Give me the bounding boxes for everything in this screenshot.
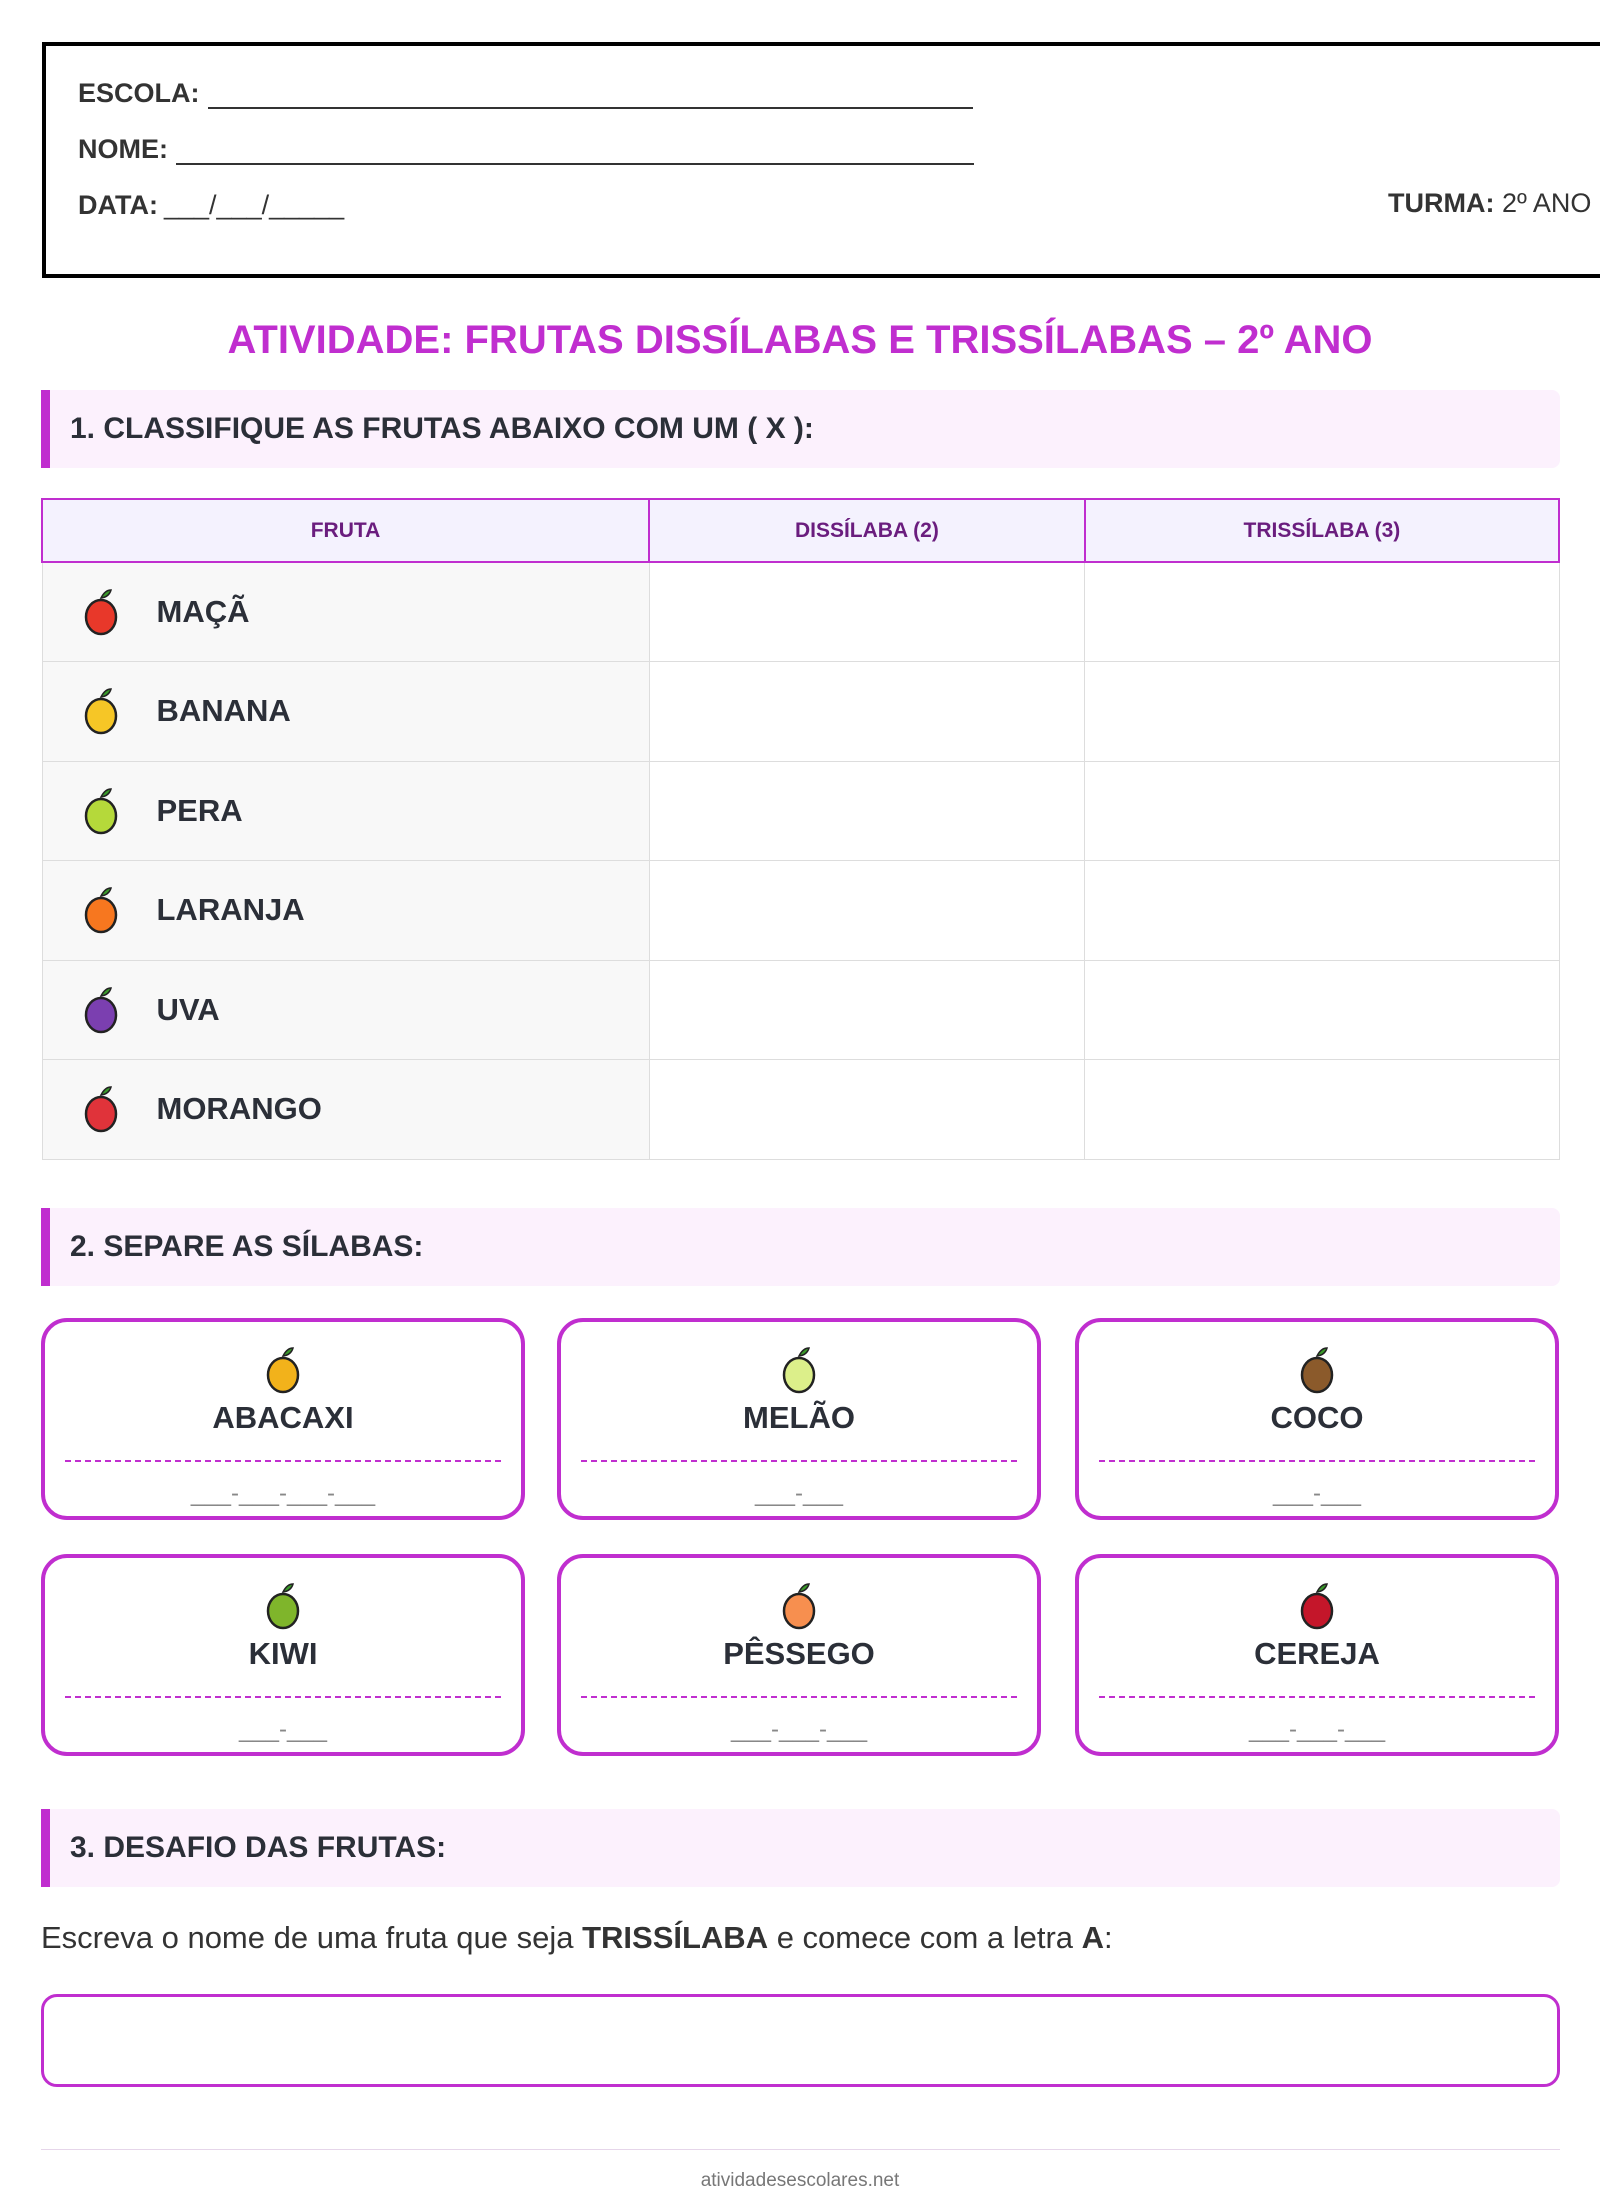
data-label: DATA: <box>78 190 158 220</box>
data-blank[interactable]: ___/___/_____ <box>163 190 345 220</box>
fruit-cell: MAÇÃ <box>41 561 650 662</box>
coconut-icon <box>1300 1347 1334 1394</box>
grapes-icon <box>84 986 117 1033</box>
fruit-name: BANANA <box>156 693 291 729</box>
escola-line[interactable] <box>207 81 973 109</box>
fruit-name: MAÇÃ <box>156 594 250 629</box>
pineapple-icon <box>266 1347 300 1394</box>
dissilaba-cell[interactable] <box>648 1059 1086 1160</box>
col-dissilaba: DISSÍLABA (2) <box>648 498 1086 563</box>
q-bold: TRISSÍLABA <box>582 1920 769 1955</box>
footer-divider <box>41 2149 1560 2150</box>
nome-field[interactable]: NOME: <box>78 134 974 165</box>
fruit-cell: UVA <box>41 959 650 1060</box>
q-bold: A <box>1081 1920 1105 1955</box>
data-field[interactable]: DATA: ___/___/_____ <box>78 190 344 221</box>
nome-label: NOME: <box>78 134 168 164</box>
card-fruit-name: KIWI <box>248 1636 318 1671</box>
fruit-cell: MORANGO <box>41 1059 650 1160</box>
card-fruit-name: PÊSSEGO <box>723 1636 875 1671</box>
syllable-card: COCO ___-___ <box>1075 1318 1559 1520</box>
card-fruit-name: MELÃO <box>743 1400 855 1435</box>
section-3-heading: 3. DESAFIO DAS FRUTAS: <box>41 1809 1560 1887</box>
syllable-card: ABACAXI ___-___-___-___ <box>41 1318 525 1520</box>
trissilaba-cell[interactable] <box>1084 959 1560 1060</box>
dissilaba-cell[interactable] <box>648 959 1086 1060</box>
dashed-divider <box>1099 1696 1535 1698</box>
dashed-divider <box>1099 1460 1535 1462</box>
col-trissilaba: TRISSÍLABA (3) <box>1083 498 1561 563</box>
syllable-blank[interactable]: ___-___ <box>238 1716 328 1743</box>
syllable-card: MELÃO ___-___ <box>557 1318 1041 1520</box>
turma: TURMA: 2º ANO <box>1388 188 1591 219</box>
challenge-question: Escreva o nome de uma fruta que seja TRI… <box>41 1920 1113 1956</box>
syllable-blank[interactable]: ___-___-___ <box>730 1716 868 1743</box>
answer-box[interactable] <box>41 1994 1560 2087</box>
syllable-card: KIWI ___-___ <box>41 1554 525 1756</box>
footer-site[interactable]: atividadesescolares.net <box>700 2170 900 2191</box>
classification-table: FRUTA DISSÍLABA (2) TRISSÍLABA (3) MAÇÃ B… <box>41 498 1561 1160</box>
q-text: e comece com a letra <box>768 1920 1082 1955</box>
fruit-name: MORANGO <box>156 1091 322 1127</box>
dissilaba-cell[interactable] <box>648 561 1086 662</box>
syllable-blank[interactable]: ___-___-___ <box>1248 1716 1386 1743</box>
dashed-divider <box>65 1696 501 1698</box>
nome-line[interactable] <box>176 137 974 165</box>
section-1-heading: 1. CLASSIFIQUE AS FRUTAS ABAIXO COM UM (… <box>41 390 1560 468</box>
dissilaba-cell[interactable] <box>648 760 1086 861</box>
trissilaba-cell[interactable] <box>1084 860 1560 961</box>
card-fruit-name: COCO <box>1270 1400 1364 1435</box>
syllable-card: CEREJA ___-___-___ <box>1075 1554 1559 1756</box>
fruit-cell: LARANJA <box>41 860 650 961</box>
escola-field[interactable]: ESCOLA: <box>78 78 973 109</box>
table-row: MAÇÃ <box>41 561 1560 662</box>
syllable-blank[interactable]: ___-___ <box>1272 1480 1362 1507</box>
fruit-cell: BANANA <box>41 661 650 762</box>
pear-icon <box>84 787 117 834</box>
q-text: : <box>1104 1920 1113 1955</box>
turma-label: TURMA: <box>1388 188 1495 218</box>
table-row: MORANGO <box>41 1059 1560 1160</box>
trissilaba-cell[interactable] <box>1084 760 1560 861</box>
page-title: ATIVIDADE: FRUTAS DISSÍLABAS E TRISSÍLAB… <box>227 318 1373 362</box>
dissilaba-cell[interactable] <box>648 860 1086 961</box>
dashed-divider <box>581 1460 1017 1462</box>
fruit-name: UVA <box>156 991 220 1027</box>
table-row: BANANA <box>41 661 1560 762</box>
dashed-divider <box>65 1460 501 1462</box>
syllable-blank[interactable]: ___-___-___-___ <box>190 1480 376 1507</box>
trissilaba-cell[interactable] <box>1084 561 1560 662</box>
student-info-box: ESCOLA: NOME: DATA: ___/___/_____ TURMA: … <box>42 42 1600 278</box>
q-text: Escreva o nome de uma fruta que seja <box>41 1920 583 1955</box>
banana-icon <box>84 688 117 735</box>
col-fruta: FRUTA <box>41 498 650 563</box>
table-row: LARANJA <box>41 860 1560 961</box>
fruit-name: PERA <box>156 792 243 828</box>
apple-icon <box>84 589 117 636</box>
trissilaba-cell[interactable] <box>1084 1059 1560 1160</box>
syllable-blank[interactable]: ___-___ <box>754 1480 844 1507</box>
card-fruit-name: CEREJA <box>1254 1636 1380 1671</box>
table-row: PERA <box>41 760 1560 861</box>
peach-icon <box>782 1583 816 1630</box>
turma-value: 2º ANO <box>1502 188 1592 218</box>
dashed-divider <box>581 1696 1017 1698</box>
orange-icon <box>84 887 117 934</box>
escola-label: ESCOLA: <box>78 78 200 108</box>
table-row: UVA <box>41 959 1560 1060</box>
dissilaba-cell[interactable] <box>648 661 1086 762</box>
melon-icon <box>782 1347 816 1394</box>
syllable-card: PÊSSEGO ___-___-___ <box>557 1554 1041 1756</box>
kiwi-icon <box>266 1583 300 1630</box>
fruit-name: LARANJA <box>156 892 305 928</box>
fruit-cell: PERA <box>41 760 650 861</box>
section-2-heading: 2. SEPARE AS SÍLABAS: <box>41 1208 1560 1286</box>
card-fruit-name: ABACAXI <box>212 1400 354 1435</box>
trissilaba-cell[interactable] <box>1084 661 1560 762</box>
cherries-icon <box>1300 1583 1334 1630</box>
strawberry-icon <box>84 1086 117 1133</box>
